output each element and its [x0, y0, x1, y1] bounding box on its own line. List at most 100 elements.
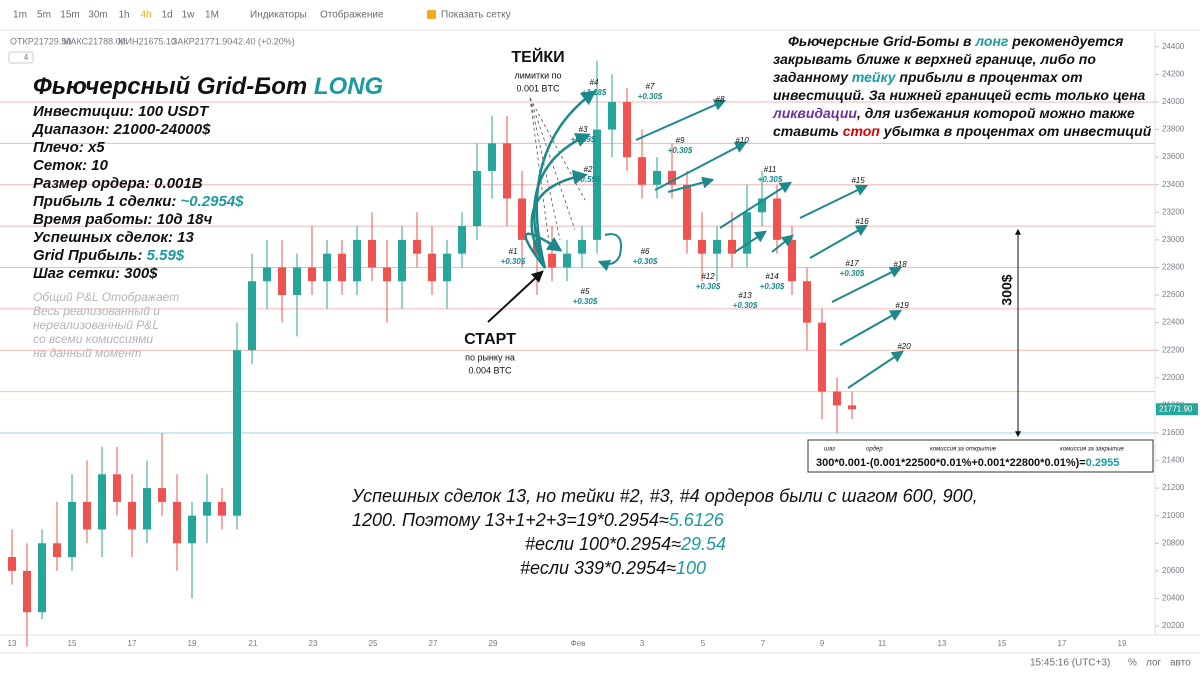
candle-body: [383, 267, 391, 282]
trade-id: #1: [509, 247, 518, 256]
grid-checkbox[interactable]: [427, 10, 436, 19]
price-tick-label: 22200: [1162, 345, 1185, 354]
price-tick-label: 23800: [1162, 125, 1185, 134]
pnl-note: на данный момент: [33, 346, 141, 360]
interval-button[interactable]: 1m: [13, 10, 27, 21]
candle-body: [488, 143, 496, 171]
interval-button[interactable]: 1M: [205, 10, 219, 21]
take-arrow: [667, 176, 715, 193]
trade-id: #20: [897, 342, 911, 351]
candle-body: [218, 501, 226, 516]
param-line: Успешных сделок: 13: [33, 229, 195, 246]
summary-line-part: 5.6126: [669, 510, 725, 530]
interval-button[interactable]: 4h: [140, 10, 151, 21]
interval-button[interactable]: 1h: [118, 10, 129, 21]
toolbar: [0, 0, 1200, 30]
summary-line: #если 339*0.2954≈100: [520, 558, 706, 578]
summary-line-part: #если 100*0.2954≈: [525, 534, 681, 554]
interval-button[interactable]: 15m: [60, 10, 79, 21]
summary-line-part: 1200. Поэтому 13+1+2+3=19*0.2954≈: [352, 510, 669, 530]
date-label: Фев: [571, 639, 586, 648]
candle-body: [203, 501, 211, 516]
takes-pointer: [529, 97, 576, 231]
date-label: 27: [429, 639, 438, 648]
candle-body: [803, 281, 811, 323]
candle-body: [338, 253, 346, 282]
candle-body: [623, 101, 631, 158]
take-arrow: [771, 234, 794, 253]
indicators-button[interactable]: Индикаторы: [250, 10, 307, 21]
candle-body: [653, 170, 661, 185]
price-tick-label: 21000: [1162, 511, 1185, 520]
param-line: Инвестиции: 100 USDT: [33, 103, 210, 120]
param-label: Время работы: 10д 18ч: [33, 211, 213, 228]
param-line: Прибыль 1 сделки: ~0.2954$: [33, 193, 244, 210]
note-line-part: , для избежания которой можно также: [856, 105, 1135, 121]
note-line: заданному тейку прибыли в процентах от: [773, 69, 1083, 85]
candle-body: [758, 198, 766, 213]
trade-profit: +0.30$: [696, 282, 721, 291]
percent-button[interactable]: %: [1128, 658, 1137, 669]
date-label: 13: [8, 639, 17, 648]
summary-line-part: 29.54: [680, 534, 726, 554]
candle-body: [548, 253, 556, 268]
show-grid-label[interactable]: Показать сетку: [441, 10, 511, 21]
trade-id: #3: [579, 125, 588, 134]
price-tick-label: 22600: [1162, 290, 1185, 299]
takes-sub: 0.001 BTC: [516, 83, 560, 93]
collapse-box[interactable]: [8, 51, 34, 64]
candle-body: [578, 239, 586, 254]
date-label: 15: [68, 639, 77, 648]
interval-button[interactable]: 1w: [182, 10, 196, 21]
param-label: Шаг сетки: 300$: [33, 265, 158, 282]
display-button[interactable]: Отображение: [320, 9, 384, 21]
candle-body: [848, 405, 856, 410]
date-label: 17: [128, 639, 137, 648]
takes-title: ТЕЙКИ: [511, 47, 564, 66]
candle-body: [518, 198, 526, 240]
start-title: СТАРТ: [464, 331, 516, 348]
loop-arrow: [597, 233, 622, 272]
interval-button[interactable]: 30m: [88, 10, 107, 21]
param-value: ~0.2954$: [181, 193, 245, 210]
interval-button[interactable]: 1d: [161, 10, 172, 21]
candle-body: [293, 267, 301, 296]
note-line-part: ликвидации: [772, 105, 857, 121]
param-value: 5.59$: [147, 247, 185, 264]
candle-body: [368, 239, 376, 268]
param-line: Плечо: x5: [33, 139, 105, 156]
candle-body: [53, 543, 61, 558]
trade-profit: +0.30$: [733, 301, 758, 310]
log-button[interactable]: лог: [1146, 658, 1162, 669]
annotations: Фьючерсный Grid-Бот LONG Инвестиции: 100 …: [31, 33, 1154, 578]
candle-body: [308, 267, 316, 282]
note-line-part: лонг: [974, 33, 1009, 49]
auto-button[interactable]: авто: [1170, 658, 1191, 669]
candle-body: [458, 226, 466, 254]
trade-id: #13: [738, 291, 752, 300]
candle-body: [668, 170, 676, 185]
price-tick-label: 20200: [1162, 621, 1185, 630]
trade-id: #4: [590, 78, 599, 87]
price-tick-label: 23200: [1162, 207, 1185, 216]
date-label: 29: [489, 639, 498, 648]
date-label: 9: [820, 639, 825, 648]
trade-profit: +0.30$: [573, 297, 598, 306]
ohlc-value: МИН21675.10: [118, 36, 176, 46]
collapse-count[interactable]: 4: [24, 53, 29, 62]
take-arrow: [734, 230, 767, 253]
price-tick-label: 21400: [1162, 456, 1185, 465]
param-label: Плечо: x5: [33, 139, 105, 156]
candle-body: [263, 267, 271, 282]
price-tick-label: 23000: [1162, 235, 1185, 244]
note-line-part: закрывать ближе к верхней границе, либо …: [773, 51, 1096, 67]
grid-levels: [0, 101, 1155, 434]
candle-body: [188, 515, 196, 544]
trade-profit: +0.30$: [840, 269, 865, 278]
candle-body: [473, 170, 481, 227]
price-tick-label: 23400: [1162, 180, 1185, 189]
interval-button[interactable]: 5m: [37, 10, 51, 21]
price-tick-label: 23600: [1162, 152, 1185, 161]
pnl-note: Общий P&L Отображает: [33, 290, 179, 304]
price-tick-label: 20800: [1162, 538, 1185, 547]
